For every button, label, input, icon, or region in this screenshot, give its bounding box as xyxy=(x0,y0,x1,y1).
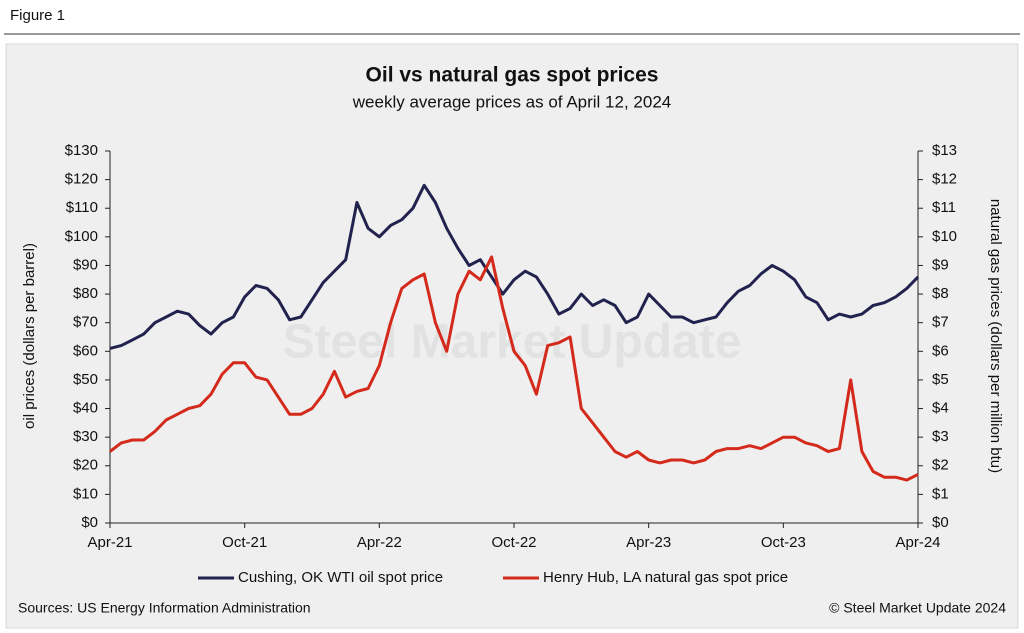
x-tick-label: Apr-23 xyxy=(626,534,671,551)
chart-subtitle: weekly average prices as of April 12, 20… xyxy=(352,92,671,111)
y-tick-label: $0 xyxy=(81,514,98,531)
y2-tick-label: $7 xyxy=(932,314,949,331)
y-tick-label: $120 xyxy=(65,171,98,188)
y2-tick-label: $8 xyxy=(932,285,949,302)
y-tick-label: $10 xyxy=(73,485,98,502)
y-tick-label: $90 xyxy=(73,256,98,273)
y-axis-label: oil prices (dollars per barrel) xyxy=(21,243,38,429)
legend-label: Henry Hub, LA natural gas spot price xyxy=(543,569,788,586)
y2-tick-label: $2 xyxy=(932,457,949,474)
x-tick-label: Oct-21 xyxy=(222,534,267,551)
x-tick-label: Apr-22 xyxy=(357,534,402,551)
y2-tick-label: $0 xyxy=(932,514,949,531)
y-tick-label: $30 xyxy=(73,428,98,445)
y2-tick-label: $1 xyxy=(932,485,949,502)
series-line xyxy=(109,183,920,350)
x-tick-label: Oct-23 xyxy=(761,534,806,551)
source-note: Sources: US Energy Information Administr… xyxy=(18,600,311,616)
y-tick-label: $50 xyxy=(73,371,98,388)
chart-title: Oil vs natural gas spot prices xyxy=(366,64,659,87)
y2-tick-label: $11 xyxy=(932,199,956,216)
x-tick-label: Apr-21 xyxy=(87,534,132,551)
y2-tick-label: $10 xyxy=(932,228,957,245)
panel xyxy=(5,43,1019,629)
legend-label: Cushing, OK WTI oil spot price xyxy=(238,569,443,586)
y-tick-label: $80 xyxy=(73,285,98,302)
y2-tick-label: $5 xyxy=(932,371,949,388)
y2-tick-label: $13 xyxy=(932,142,957,159)
y-tick-label: $20 xyxy=(73,457,98,474)
y2-tick-label: $4 xyxy=(932,400,949,417)
copyright: © Steel Market Update 2024 xyxy=(829,600,1006,616)
x-tick-label: Oct-22 xyxy=(491,534,536,551)
y-tick-label: $40 xyxy=(73,400,98,417)
y-tick-label: $60 xyxy=(73,342,98,359)
y2-axis-label: natural gas prices (dollars per million … xyxy=(987,199,1004,473)
figure-label: Figure 1 xyxy=(10,7,65,24)
y2-tick-label: $9 xyxy=(932,256,949,273)
y-tick-label: $70 xyxy=(73,314,98,331)
y-tick-label: $100 xyxy=(65,228,98,245)
y2-tick-label: $6 xyxy=(932,342,949,359)
x-tick-label: Apr-24 xyxy=(895,534,940,551)
y-tick-label: $110 xyxy=(66,199,98,216)
y2-tick-label: $3 xyxy=(932,428,949,445)
y2-tick-label: $12 xyxy=(932,171,957,188)
y-tick-label: $130 xyxy=(65,142,98,159)
series-line xyxy=(109,255,919,482)
